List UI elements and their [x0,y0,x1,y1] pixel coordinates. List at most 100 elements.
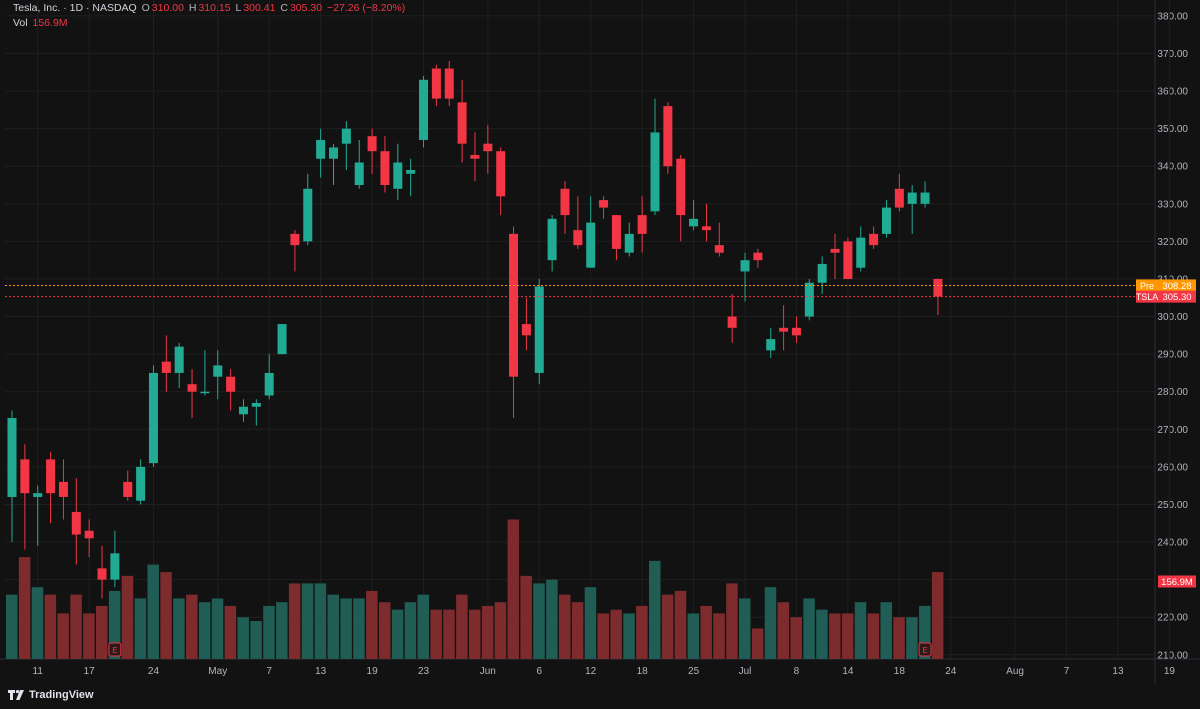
legend-volume-row: Vol 156.9M [13,16,407,31]
volume-bar [674,590,687,659]
candle-body [689,218,699,227]
earnings-marker-label: E [112,646,117,655]
volume-bar [83,613,95,659]
candle-body [71,511,81,535]
x-tick-label: 24 [148,666,160,677]
volume-bar [6,594,18,659]
candle-body [316,139,326,159]
candle-body [341,128,351,144]
tradingview-name: TradingView [29,689,94,701]
volume-bar [520,575,532,659]
y-tick-label: 370.00 [1157,49,1188,60]
candle-body [869,233,879,246]
earnings-marker [918,642,932,657]
volume-bar [301,583,314,659]
volume-bar [481,605,494,659]
candle-body [290,233,300,246]
candle-body [856,237,866,268]
volume-bar [186,594,198,659]
x-tick-label: 23 [418,666,430,677]
x-tick-label: 11 [33,666,44,677]
candle-body [534,286,544,373]
candle-body [740,260,750,272]
x-tick-label: 12 [585,666,597,677]
candle-body [714,245,724,253]
volume-bar [919,605,931,659]
volume-bar [494,602,507,659]
candle-body [431,68,441,99]
x-tick-label: 13 [1112,666,1124,677]
close-value: 305.30 [289,2,323,14]
candle-body [624,233,634,253]
candle-body [650,132,660,212]
candle-body [753,252,763,261]
volume-bar [134,598,147,659]
candle-body [354,162,364,186]
candle-body [547,218,557,261]
volume-bar [713,613,725,659]
candle-body [161,361,171,373]
price-line-tag [1136,279,1158,292]
price-line-value: 305.30 [1162,292,1191,303]
candle-body [419,79,429,140]
volume-bar [237,617,249,659]
y-tick-label: 380.00 [1157,11,1188,22]
candle-body [226,376,236,392]
volume-bar [404,602,417,659]
volume-label: Vol [13,17,28,29]
volume-bar [96,605,108,659]
volume-bar [288,583,301,659]
y-tick-label: 220.00 [1157,613,1188,624]
candle-body [830,248,840,253]
volume-bar [314,583,327,659]
price-line-tag-label: TSLA [1136,292,1159,302]
candle-body [110,553,120,580]
volume-value: 156.9M [32,17,68,29]
volume-bar [378,602,391,659]
price-line-value: 308.28 [1162,281,1191,292]
candle-body [766,339,776,351]
x-tick-label: 6 [536,666,542,677]
volume-bar [224,605,237,659]
volume-bar [777,602,790,659]
x-tick-label: 18 [637,666,649,677]
y-tick-label: 280.00 [1157,387,1188,398]
x-tick-label: Jun [480,666,496,677]
x-tick-label: 7 [266,666,272,677]
y-tick-label: 360.00 [1157,87,1188,98]
y-tick-label: 270.00 [1157,425,1188,436]
candle-body [933,278,943,297]
candle-body [264,372,274,396]
volume-bar [931,572,944,659]
volume-bar [327,594,339,659]
volume-axis-value: 156.9M [1161,577,1193,588]
candle-body [213,365,223,377]
candle-body [7,418,17,497]
volume-bar [121,575,134,659]
x-tick-label: 19 [1164,666,1176,677]
volume-bar [751,628,764,659]
volume-bar [353,598,365,659]
candle-body [33,493,43,497]
tradingview-logo-icon [8,690,25,700]
x-tick-label: Jul [739,666,752,677]
volume-axis-box [1158,575,1196,588]
volume-bar [790,617,802,659]
tradingview-brand[interactable]: TradingView [8,689,94,701]
price-chart[interactable]: 380.00 370.00 360.00 350.00 340.00 330.00 320.… [0,0,1200,684]
x-tick-label: 19 [367,666,379,677]
candle-body [701,226,711,231]
volume-bar [571,602,584,659]
volume-bar [597,613,610,659]
price-line-tag-label: Pre [1140,281,1154,291]
candle-body [727,316,737,328]
candle-body [496,151,506,197]
volume-bar [276,602,288,659]
volume-bar [636,605,648,659]
volume-bar [893,617,905,659]
volume-bar [507,519,520,659]
x-tick-label: 14 [842,666,854,677]
volume-bar [160,572,172,659]
x-tick-label: Aug [1006,666,1024,677]
candle-body [907,192,917,204]
